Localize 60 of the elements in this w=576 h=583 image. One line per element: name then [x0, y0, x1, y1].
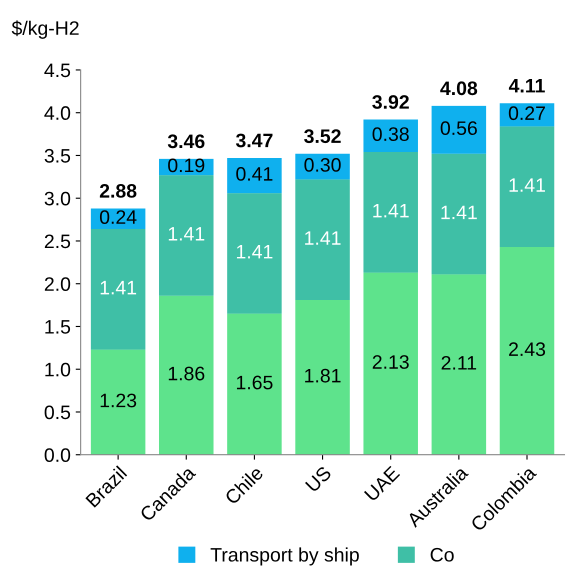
data-label: 1.65	[236, 376, 273, 390]
data-label: 1.41	[236, 245, 272, 258]
data-label: 0.27	[508, 106, 545, 120]
total-label: 3.46	[168, 134, 204, 148]
y-tick-label: 1.5	[45, 320, 70, 334]
total-label: 3.92	[372, 95, 409, 109]
bar	[500, 246, 554, 455]
y-tick-label: 2.5	[44, 234, 70, 248]
y-tick-label: 3.5	[44, 148, 70, 163]
data-label: 0.24	[100, 210, 136, 224]
data-label: 0.19	[168, 158, 204, 172]
data-label: 0.30	[304, 158, 341, 172]
bar	[432, 106, 486, 154]
data-label: 1.41	[305, 231, 341, 245]
y-axis-title: $/kg-H2	[12, 20, 79, 39]
bar	[227, 314, 282, 455]
data-label: 0.41	[236, 167, 272, 181]
legend-label: Transport by ship	[210, 547, 359, 566]
data-label: 0.38	[372, 127, 409, 142]
data-label: 2.11	[442, 356, 476, 370]
bar	[363, 120, 418, 152]
bar	[90, 350, 146, 455]
x-tick-label: US	[304, 465, 332, 493]
total-label: 3.47	[236, 134, 272, 148]
bar	[227, 158, 282, 194]
data-label: 1.41	[373, 204, 409, 218]
total-label: 4.08	[440, 81, 478, 96]
data-label: 1.41	[100, 280, 136, 294]
y-tick-label: 1.0	[45, 362, 70, 376]
total-label: 3.52	[304, 129, 341, 144]
bar	[432, 154, 486, 274]
data-label: 1.81	[305, 368, 341, 383]
total-label: 2.88	[100, 184, 136, 198]
bar	[432, 274, 486, 455]
data-label: 1.23	[100, 394, 136, 408]
bar	[295, 179, 350, 300]
total-label: 4.11	[508, 79, 545, 92]
legend-label: Co	[430, 548, 454, 562]
y-tick-label: 0.0	[44, 448, 70, 462]
bar	[227, 193, 282, 314]
bar	[159, 175, 214, 296]
data-label: 0.56	[440, 121, 477, 136]
y-tick-label: 0.5	[44, 405, 70, 420]
data-label: 2.43	[509, 342, 546, 356]
bar	[500, 103, 554, 126]
y-tick-label: 2.0	[44, 277, 70, 291]
data-label: 1.41	[441, 206, 477, 220]
data-label: 1.41	[510, 178, 545, 192]
y-tick-label: 3.0	[44, 192, 70, 206]
y-tick-label: 4.0	[44, 106, 70, 120]
bar	[363, 272, 418, 455]
data-label: 1.86	[168, 366, 204, 380]
data-label: 1.41	[168, 227, 204, 240]
bar	[363, 152, 418, 273]
bar	[159, 296, 214, 455]
data-label: 2.13	[372, 355, 409, 369]
bar	[90, 229, 146, 350]
bar	[500, 126, 554, 247]
bar	[295, 300, 350, 455]
y-tick-label: 4.5	[44, 64, 70, 78]
